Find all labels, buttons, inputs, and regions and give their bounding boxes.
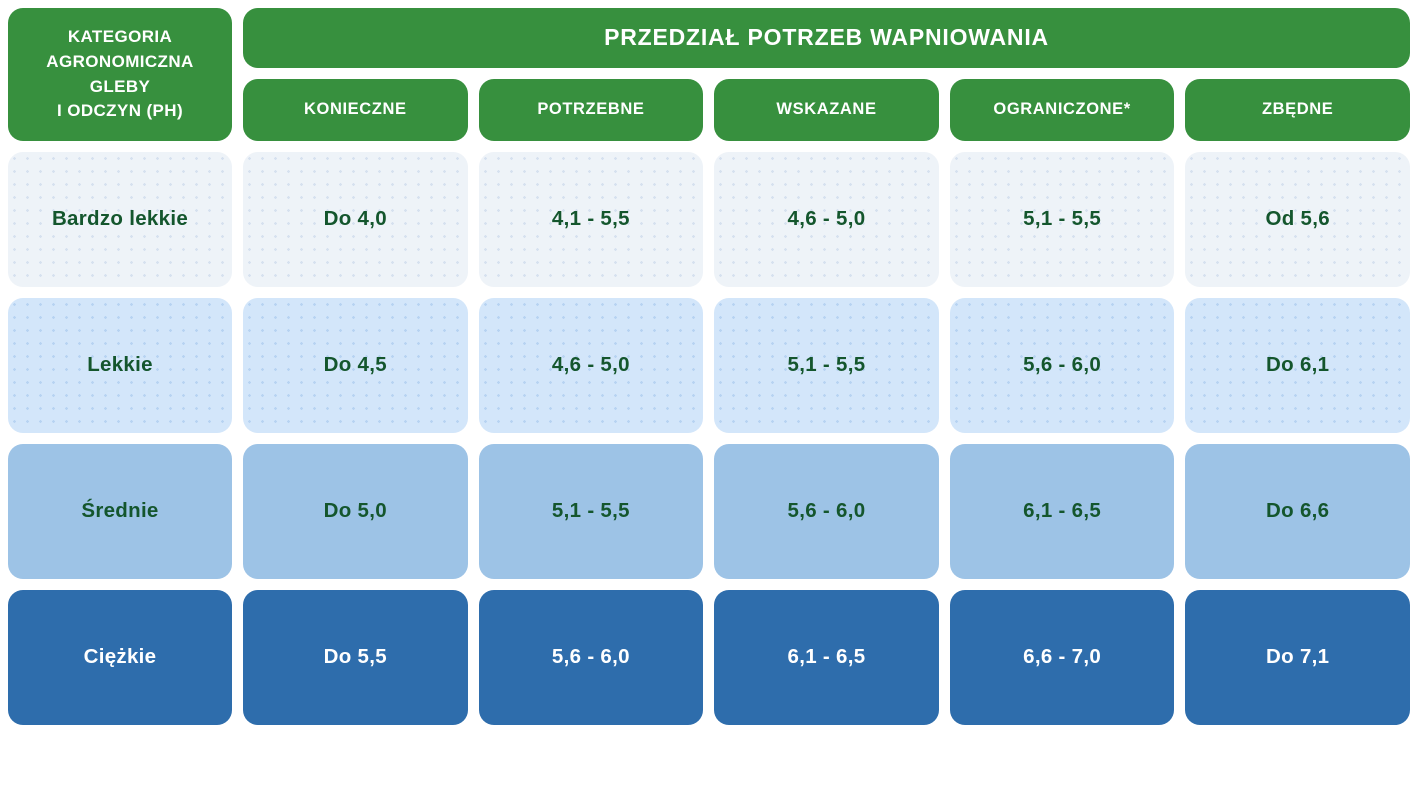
corner-header-line-4: I ODCZYN (PH) bbox=[56, 101, 184, 121]
column-header-wskazane: WSKAZANE bbox=[714, 79, 939, 141]
data-cell: 5,1 - 5,5 bbox=[714, 298, 939, 433]
row-category-bardzo-lekkie: Bardzo lekkie bbox=[8, 152, 232, 287]
row-category-lekkie: Lekkie bbox=[8, 298, 232, 433]
data-cell: Do 4,0 bbox=[243, 152, 468, 287]
data-cell: 4,1 - 5,5 bbox=[478, 152, 704, 287]
column-header-potrzebne: POTRZEBNE bbox=[478, 79, 704, 141]
data-cell: 4,6 - 5,0 bbox=[478, 298, 704, 433]
data-cell: Do 5,5 bbox=[243, 590, 468, 725]
data-cell: 4,6 - 5,0 bbox=[714, 152, 939, 287]
row-category-ciezkie: Ciężkie bbox=[8, 590, 232, 725]
data-cell: 6,1 - 6,5 bbox=[714, 590, 939, 725]
corner-header-line-3: GLEBY bbox=[89, 76, 151, 96]
data-cell: 5,1 - 5,5 bbox=[949, 152, 1175, 287]
column-header-konieczne: KONIECZNE bbox=[243, 79, 468, 141]
data-cell: Od 5,6 bbox=[1185, 152, 1410, 287]
data-cell: 5,1 - 5,5 bbox=[478, 444, 704, 579]
data-cell: 5,6 - 6,0 bbox=[478, 590, 704, 725]
table-title: PRZEDZIAŁ POTRZEB WAPNIOWANIA bbox=[243, 8, 1410, 68]
column-header-zbedne: ZBĘDNE bbox=[1185, 79, 1410, 141]
corner-header-line-1: KATEGORIA bbox=[67, 27, 173, 47]
data-cell: 6,6 - 7,0 bbox=[949, 590, 1175, 725]
data-cell: Do 5,0 bbox=[243, 444, 468, 579]
data-cell: Do 6,6 bbox=[1185, 444, 1410, 579]
data-cell: 5,6 - 6,0 bbox=[714, 444, 939, 579]
corner-header-soil-category: KATEGORIA AGRONOMICZNA GLEBY I ODCZYN (P… bbox=[8, 8, 232, 141]
data-cell: Do 7,1 bbox=[1185, 590, 1410, 725]
corner-header-line-2: AGRONOMICZNA bbox=[46, 51, 194, 71]
liming-needs-table: KATEGORIA AGRONOMICZNA GLEBY I ODCZYN (P… bbox=[8, 8, 1410, 725]
data-cell: 6,1 - 6,5 bbox=[949, 444, 1175, 579]
data-cell: 5,6 - 6,0 bbox=[949, 298, 1175, 433]
data-cell: Do 4,5 bbox=[243, 298, 468, 433]
row-category-srednie: Średnie bbox=[8, 444, 232, 579]
data-cell: Do 6,1 bbox=[1185, 298, 1410, 433]
column-header-ograniczone: OGRANICZONE* bbox=[949, 79, 1175, 141]
